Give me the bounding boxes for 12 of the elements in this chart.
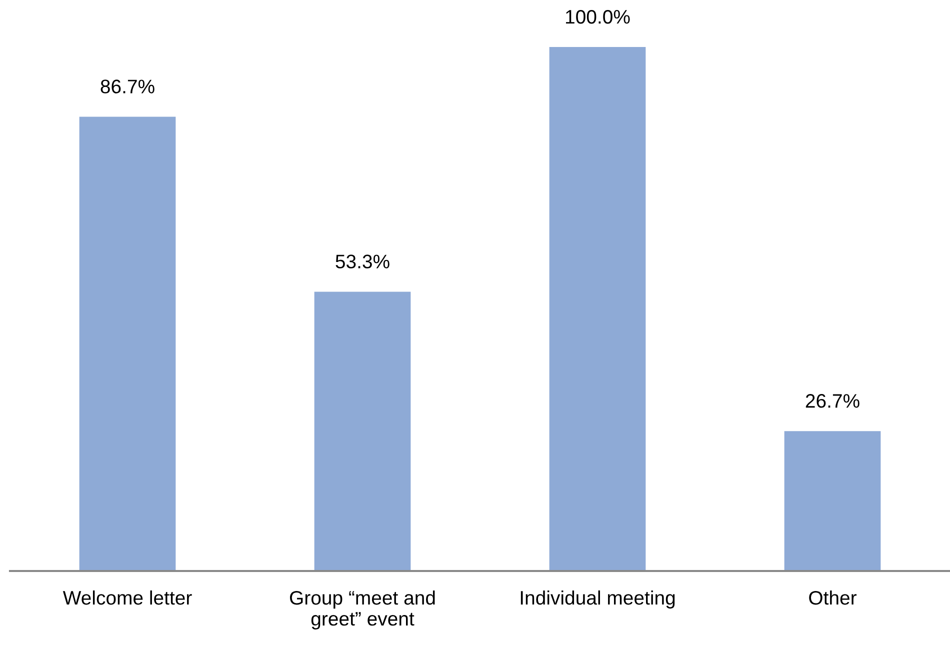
x-tick-label: Individual meeting <box>520 590 675 609</box>
x-tick-label: Other <box>809 590 856 605</box>
bar <box>784 431 881 571</box>
data-label: 100.0% <box>566 10 630 24</box>
bar <box>79 116 176 571</box>
x-tick-label: Group “meet and greet” event <box>290 590 435 630</box>
bar <box>314 292 411 571</box>
data-label: 26.7% <box>806 394 860 408</box>
data-label: 53.3% <box>336 254 390 268</box>
bar <box>549 47 646 571</box>
data-label: 86.7% <box>100 80 154 94</box>
x-tick-label: Welcome letter <box>62 590 192 605</box>
